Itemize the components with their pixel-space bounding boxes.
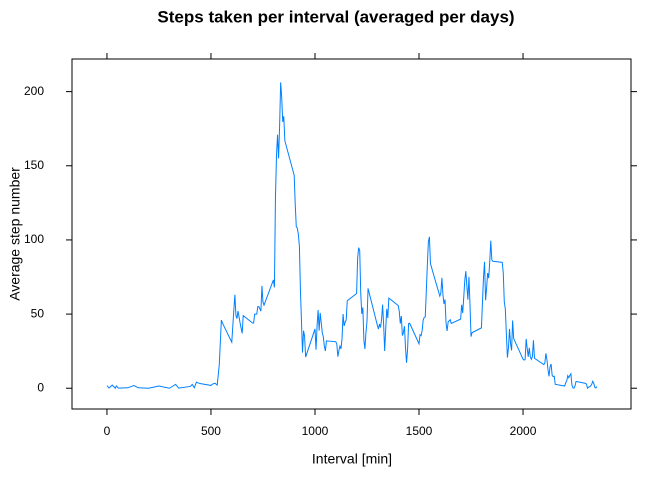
chart-title: Steps taken per interval (averaged per d… [157,7,514,26]
x-tick-label: 1000 [302,424,329,438]
x-tick-label: 1500 [406,424,433,438]
x-tick-label: 2000 [510,424,537,438]
y-tick-label: 150 [24,158,44,172]
y-axis-label: Average step number [7,167,23,301]
y-tick-label: 100 [24,232,44,246]
x-axis-label: Interval [min] [312,451,392,467]
plot-frame [71,58,632,410]
x-tick-label: 0 [104,424,111,438]
y-tick-label: 200 [24,84,44,98]
x-tick-label: 500 [201,424,221,438]
data-line [106,82,598,390]
y-tick-label: 0 [37,380,44,394]
y-tick-label: 50 [31,306,45,320]
